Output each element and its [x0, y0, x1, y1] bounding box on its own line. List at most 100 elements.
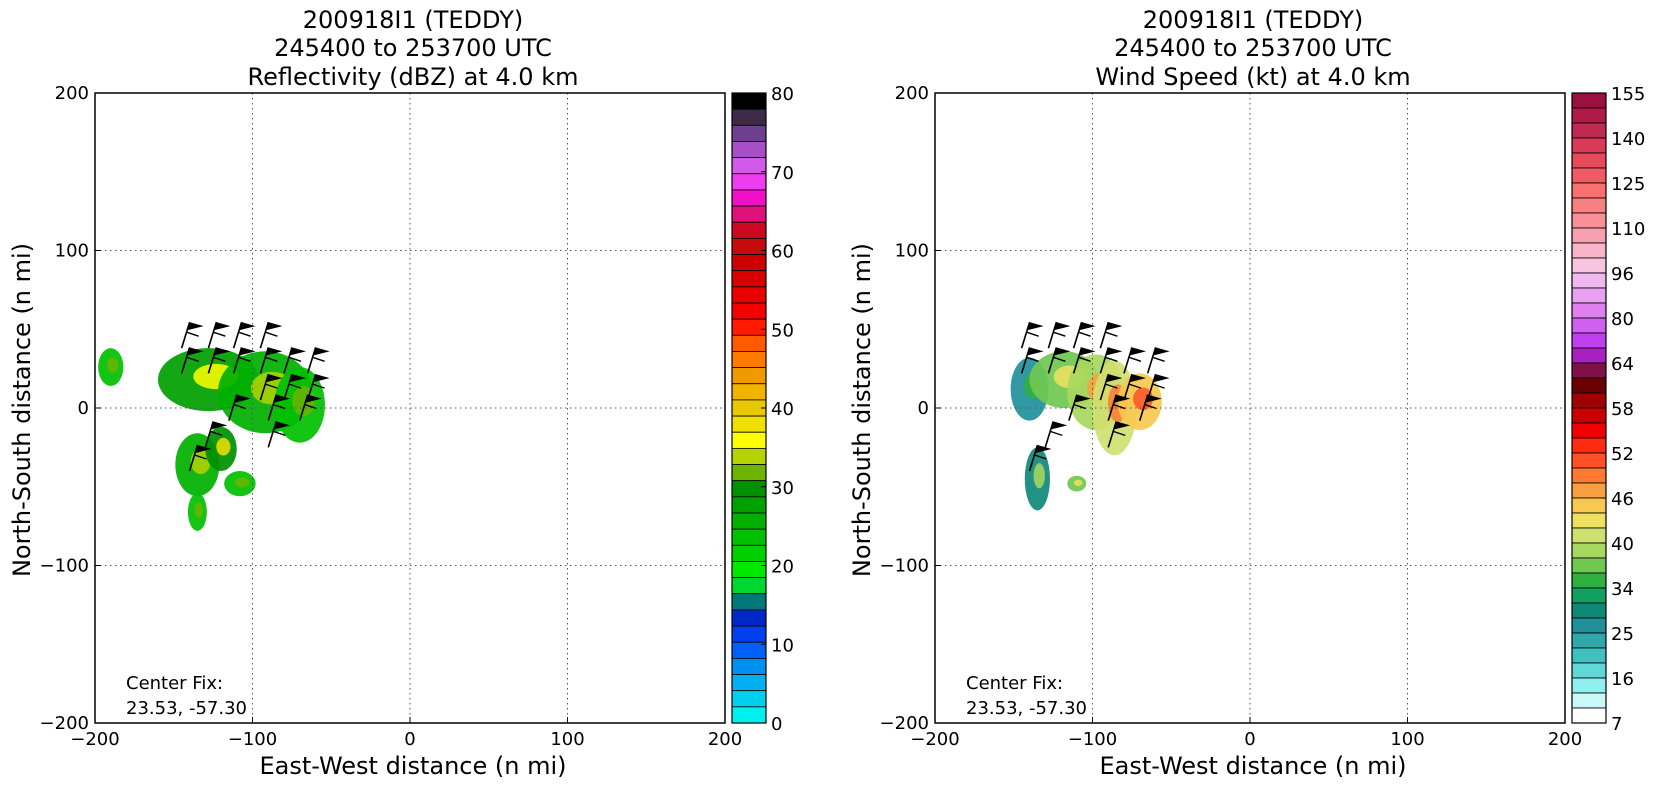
wind-barb-feather — [1026, 356, 1039, 363]
wind-barb-staff — [188, 444, 199, 472]
wind-barb-flag — [187, 347, 204, 356]
colorbar-segment — [1571, 272, 1607, 289]
wind-barb-flag — [266, 374, 283, 383]
wind-barb — [283, 347, 306, 374]
wind-barb — [1107, 421, 1131, 448]
colorbar-tick-label: 96 — [1611, 264, 1634, 285]
colorbar-segment — [1571, 527, 1607, 544]
wind-barb — [267, 421, 291, 448]
wind-barb — [180, 347, 204, 374]
colorbar-segment — [731, 480, 767, 498]
wind-barb-staff — [1099, 321, 1110, 349]
wind-barb-staff — [1020, 347, 1031, 374]
wind-barb-feather — [312, 383, 325, 389]
x-tick-label: −200 — [70, 729, 119, 750]
wind-barb-feather — [1105, 383, 1118, 389]
colorbar-segment — [731, 544, 767, 562]
wind-barb-staff — [1068, 394, 1078, 421]
wind-barb-feather — [238, 356, 251, 363]
colorbar-segment — [1571, 167, 1607, 184]
colorbar-segment — [1571, 707, 1607, 724]
wind-barb — [259, 321, 283, 349]
colorbar-tick-label: 58 — [1611, 399, 1634, 420]
colorbar-segment — [1571, 632, 1607, 649]
wind-barb-feather — [1026, 331, 1039, 337]
wind-barb-staff — [1047, 347, 1058, 374]
center-fix-value: 23.53, -57.30 — [126, 698, 247, 719]
data-field — [1010, 321, 1170, 511]
wind-barb-flag — [1051, 421, 1068, 430]
wind-barb — [228, 394, 251, 421]
x-tick-label: −100 — [1068, 729, 1117, 750]
colorbar-segment — [1571, 392, 1607, 409]
colorbar-segment — [731, 561, 767, 579]
wind-barb — [267, 394, 291, 421]
wind-barb — [1107, 394, 1131, 421]
colorbar-segment — [1571, 362, 1607, 379]
x-tick-label: −100 — [228, 729, 277, 750]
wind-barb-flag — [234, 394, 251, 403]
colorbar-segment — [731, 108, 767, 126]
colorbar-segment — [731, 173, 767, 191]
panel-title-line-3: Reflectivity (dBZ) at 4.0 km — [248, 63, 579, 91]
colorbar-segment — [1571, 482, 1607, 499]
colorbar-segment — [731, 237, 767, 255]
colorbar-segment — [731, 254, 767, 272]
wind-barb-feather — [1128, 383, 1142, 389]
wind-barb — [1044, 421, 1068, 448]
colorbar-segment — [731, 124, 767, 142]
colorbar-segment — [1571, 257, 1607, 274]
wind-barb-flag — [211, 421, 228, 430]
colorbar-tick-label: 16 — [1611, 669, 1634, 690]
wind-barb-flag — [1130, 347, 1146, 356]
wind-barb — [232, 347, 256, 374]
wind-barb-flag — [1145, 394, 1162, 403]
panel-title-line-1: 200918I1 (TEDDY) — [303, 6, 523, 34]
x-tick-label: −200 — [910, 729, 959, 750]
colorbar-segment — [1571, 677, 1607, 694]
wind-barb-staff — [232, 321, 243, 349]
wind-barb-staff — [283, 347, 293, 374]
colorbar-segment — [731, 674, 767, 692]
wind-barb — [259, 347, 283, 374]
wind-barb-feather — [1034, 454, 1047, 460]
wind-barb — [259, 373, 283, 401]
wind-barb-feather — [1053, 356, 1066, 363]
colorbar-segment — [1571, 377, 1607, 394]
colorbar-tick-label: 110 — [1611, 219, 1645, 240]
wind-barb-feather — [265, 383, 278, 389]
wind-barb-flag — [290, 374, 306, 383]
wind-barb-feather — [213, 356, 226, 363]
colorbar-segment — [1571, 422, 1607, 439]
wind-barb-staff — [267, 394, 278, 421]
y-tick-label: 200 — [895, 83, 929, 104]
wind-barb-feather — [1053, 331, 1066, 337]
wind-barb — [207, 347, 231, 374]
wind-barb — [1072, 347, 1096, 374]
wind-barb-flag — [313, 347, 330, 356]
colorbar-segment — [1571, 557, 1607, 574]
wind-barb-flag — [1106, 347, 1123, 356]
colorbar-tick-label: 125 — [1611, 174, 1645, 195]
wind-barb-staff — [232, 347, 243, 374]
wind-barb — [1099, 373, 1123, 401]
wind-barb — [306, 347, 330, 374]
colorbar-segment — [1571, 242, 1607, 259]
wind-barb-feather — [213, 331, 226, 337]
wind-barb-staff — [204, 421, 215, 448]
y-tick-label: 200 — [55, 83, 89, 104]
wind-barb-feather — [186, 331, 199, 337]
wind-barb-staff — [1123, 373, 1133, 401]
y-tick-label: −200 — [40, 713, 89, 734]
colorbar-segment — [1571, 512, 1607, 529]
wind-barb-flag — [1114, 394, 1131, 403]
wind-barb-feather — [273, 403, 286, 410]
wind-barb — [1146, 347, 1170, 374]
colorbar-segment — [1571, 587, 1607, 604]
y-tick-label: 100 — [895, 241, 929, 262]
colorbar-segment — [731, 157, 767, 175]
wind-barb-flag — [274, 394, 291, 403]
colorbar-tick-label: 40 — [1611, 534, 1634, 555]
colorbar-tick-label: 20 — [771, 557, 794, 578]
colorbar-tick-label: 140 — [1611, 129, 1645, 150]
